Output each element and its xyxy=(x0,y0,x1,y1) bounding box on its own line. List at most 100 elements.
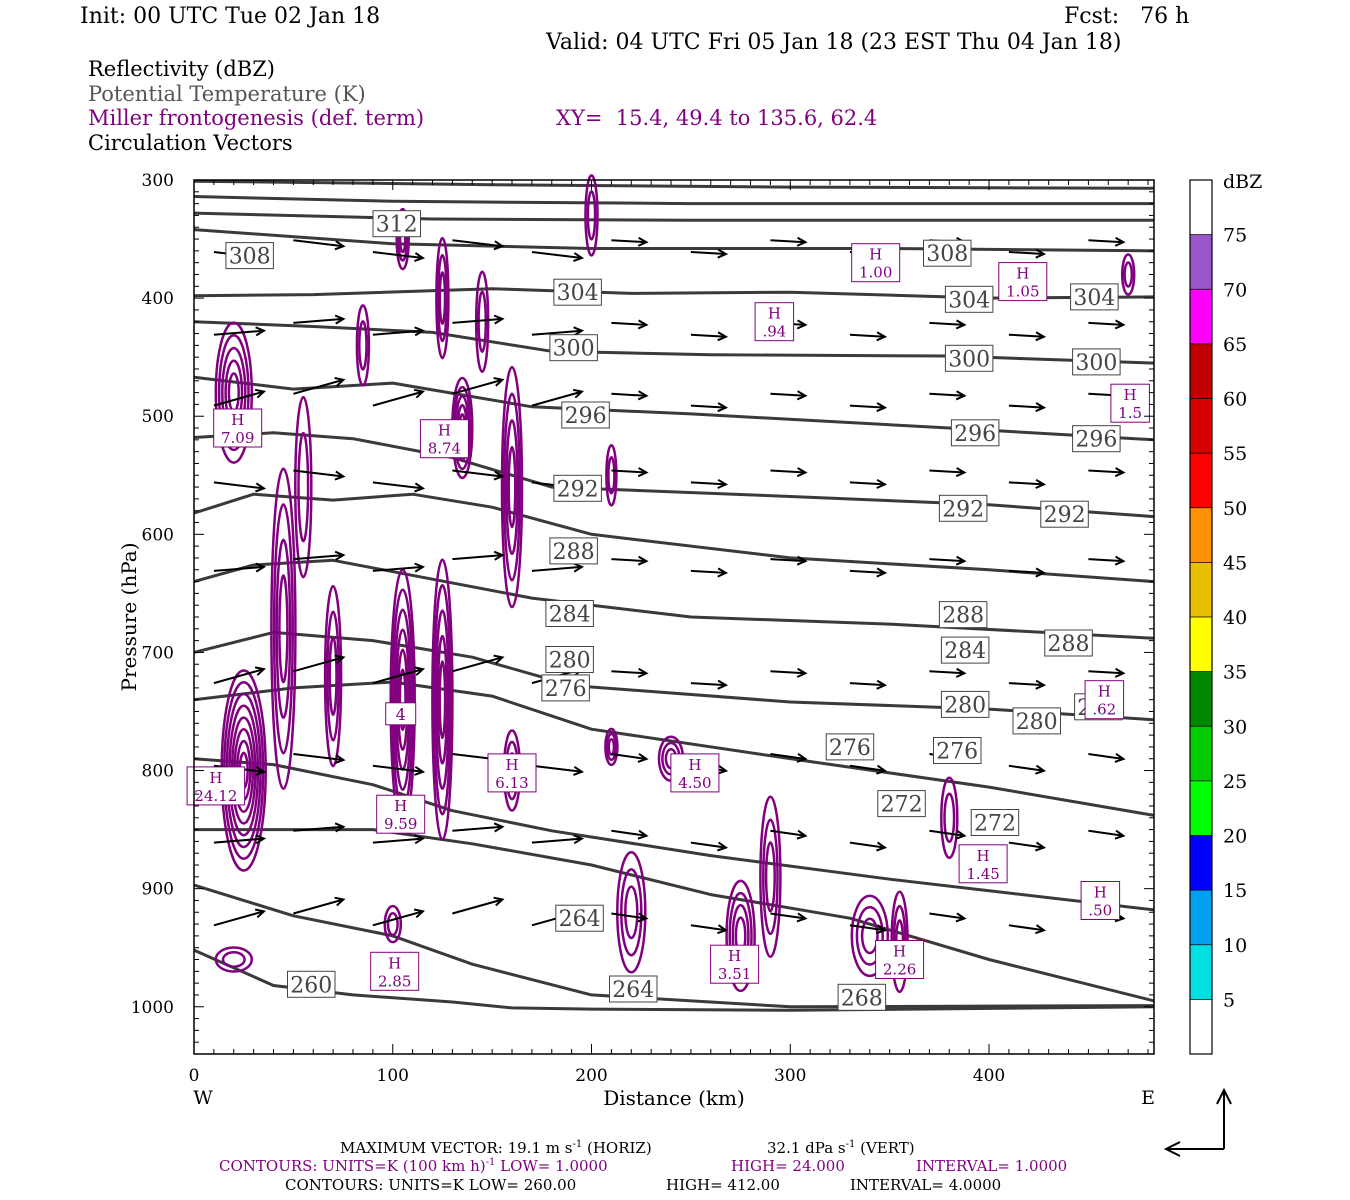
circulation-vector xyxy=(452,654,505,673)
circulation-vector xyxy=(690,924,729,935)
maximum-label-value: 7.09 xyxy=(221,429,254,447)
circulation-vector xyxy=(1008,331,1047,342)
circulation-vector xyxy=(849,331,888,342)
circulation-vector xyxy=(531,251,585,263)
circulation-vector xyxy=(531,764,585,776)
maximum-label-h: H xyxy=(728,947,741,965)
circulation-vector xyxy=(213,388,267,407)
theta-label: 304 xyxy=(557,281,599,306)
frontogenesis-contour xyxy=(383,904,403,944)
circulation-vector xyxy=(690,248,729,259)
circulation-vector xyxy=(690,402,729,413)
theta-label-box xyxy=(1070,283,1119,311)
colorbar-level: 70 xyxy=(1223,279,1247,301)
theta-label: 280 xyxy=(944,693,986,718)
colorbar-swatch xyxy=(1190,234,1212,290)
colorbar-swatch xyxy=(1190,343,1212,399)
theta-label-box xyxy=(287,970,336,998)
field-frontogenesis: Miller frontogenesis (def. term) xyxy=(88,106,425,130)
theta-contours xyxy=(193,179,1155,1012)
circulation-vector xyxy=(213,562,267,573)
theta-label: 284 xyxy=(549,603,591,628)
frontogenesis-contour xyxy=(396,648,409,751)
frontogenesis-contour xyxy=(435,236,450,360)
theta-label: 276 xyxy=(545,677,587,702)
valid-time: Valid: 04 UTC Fri 05 Jan 18 (23 EST Thu … xyxy=(546,30,1122,55)
theta-contour xyxy=(194,828,1155,1003)
theta-label-box xyxy=(541,674,590,702)
circulation-vector xyxy=(849,924,888,935)
circulation-vector xyxy=(770,829,808,840)
colorbar-swatch xyxy=(1190,617,1212,672)
x-axis-label: Distance (km) xyxy=(603,1086,745,1110)
circulation-vector xyxy=(611,555,649,566)
maximum-label-box xyxy=(1080,881,1121,920)
theta-contour xyxy=(193,375,1155,442)
frontogenesis-contour xyxy=(436,634,449,765)
circulation-vector xyxy=(213,834,267,845)
y-tick-label: 400 xyxy=(142,289,174,309)
circulation-vector xyxy=(1008,248,1047,259)
theta-contour xyxy=(193,948,1155,1012)
circulation-vector xyxy=(611,390,649,401)
field-theta: Potential Temperature (K) xyxy=(88,82,366,106)
circulation-vector xyxy=(690,478,729,489)
circulation-vector xyxy=(293,550,346,561)
colorbar-swatch xyxy=(1190,890,1212,945)
theta-label: 264 xyxy=(559,907,601,932)
theta-label-box xyxy=(837,983,887,1011)
theta-label: 312 xyxy=(376,213,418,238)
frontogenesis-contour xyxy=(355,304,371,387)
theta-label: 268 xyxy=(841,986,883,1011)
circulation-vector xyxy=(1088,667,1126,678)
colorbar-swatch xyxy=(1190,999,1212,1054)
circulation-vector xyxy=(293,753,346,765)
frontogenesis-contour xyxy=(221,951,246,968)
circulation-vector xyxy=(452,377,505,395)
circulation-vector xyxy=(849,478,888,489)
frontogenesis-contour xyxy=(855,906,884,966)
maximum-label-h: H xyxy=(893,943,906,961)
axes: 0 100 200 300 400 300 400 500 600 700 800 900 1000 xyxy=(131,171,1155,1086)
circulation-vector xyxy=(1088,319,1126,330)
maximum-label-h: H xyxy=(1016,265,1029,283)
colorbar-swatch xyxy=(1190,180,1212,235)
frontogenesis-contour xyxy=(616,851,647,974)
colorbar-swatch xyxy=(1190,507,1212,563)
theta-label: 292 xyxy=(942,497,984,522)
frontogenesis-contour xyxy=(762,818,779,936)
colorbar-level: 10 xyxy=(1223,935,1247,957)
field-reflectivity: Reflectivity (dBZ) xyxy=(88,57,276,81)
theta-label: 288 xyxy=(553,540,595,565)
frontogenesis-contour-info: CONTOURS: UNITS=K (100 km h)-1 LOW= 1.00… xyxy=(219,1157,1067,1175)
circulation-vector xyxy=(372,326,426,337)
colorbar-level: 75 xyxy=(1223,225,1247,247)
theta-contour xyxy=(193,492,1155,584)
maximum-label-value: 6.13 xyxy=(495,774,528,792)
colorbar: 5 10 15 20 25 30 35 40 45 50 55 60 65 70 75 dBZ xyxy=(1189,171,1262,1055)
y-tick-label: 800 xyxy=(142,762,174,782)
theta-label: 308 xyxy=(926,242,968,267)
circulation-vector xyxy=(770,912,808,923)
x-tick-label: 100 xyxy=(377,1066,409,1086)
maximum-label-box xyxy=(958,844,1008,884)
maximum-label-h: H xyxy=(768,305,781,323)
colorbar-swatch xyxy=(1190,944,1212,1000)
frontogenesis-contour xyxy=(278,574,289,684)
frontogenesis-contour xyxy=(620,868,643,957)
colorbar-swatch xyxy=(1190,453,1212,508)
colorbar-level: 20 xyxy=(1223,826,1247,848)
theta-label-box xyxy=(825,733,875,761)
theta-contour xyxy=(193,211,1154,222)
circulation-vector xyxy=(372,834,426,845)
theta-label: 300 xyxy=(1075,351,1117,376)
maximum-label-h: H xyxy=(1094,884,1107,902)
circulation-vector xyxy=(372,562,426,573)
colorbar-level: 65 xyxy=(1223,334,1247,356)
maximum-label-box xyxy=(376,794,426,834)
circulation-vector xyxy=(690,331,729,342)
maximum-label-value: 1.00 xyxy=(859,264,892,282)
frontogenesis-contour xyxy=(1123,261,1134,288)
circulation-vector xyxy=(372,908,426,927)
